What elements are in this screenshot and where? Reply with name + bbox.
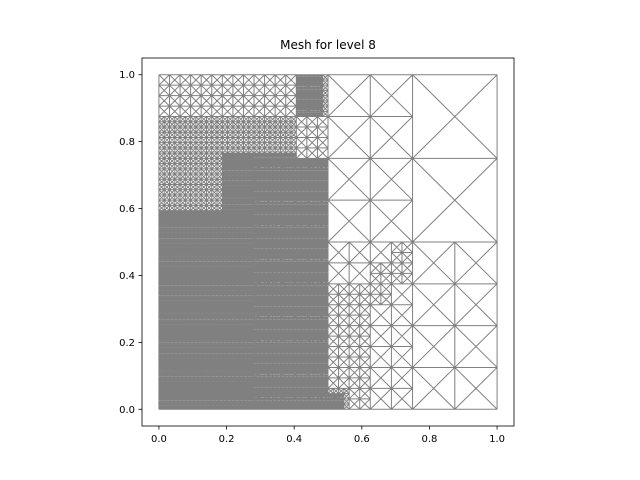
mesh-layer: [158, 74, 498, 410]
y-tick-label: 0.0: [119, 405, 135, 416]
x-tick-label: 0.6: [354, 434, 370, 445]
y-tick-label: 0.4: [119, 271, 135, 282]
mesh-triangulation: [158, 74, 498, 410]
x-tick-label: 1.0: [489, 434, 505, 445]
x-tick-label: 0.8: [422, 434, 438, 445]
y-tick-label: 0.6: [119, 204, 135, 215]
y-tick-label: 0.2: [119, 338, 135, 349]
axes-frame: [141, 57, 515, 427]
y-tick-label: 1.0: [119, 70, 135, 81]
y-tick-label: 0.8: [119, 137, 135, 148]
x-axis-ticks: 0.0 0.2 0.4 0.6 0.8 1.0: [151, 426, 505, 445]
y-axis-ticks: 0.0 0.2 0.4 0.6 0.8 1.0: [119, 70, 142, 416]
chart-title: Mesh for level 8: [280, 38, 376, 52]
x-tick-label: 0.4: [286, 434, 302, 445]
x-tick-label: 0.0: [151, 434, 167, 445]
x-tick-label: 0.2: [219, 434, 235, 445]
